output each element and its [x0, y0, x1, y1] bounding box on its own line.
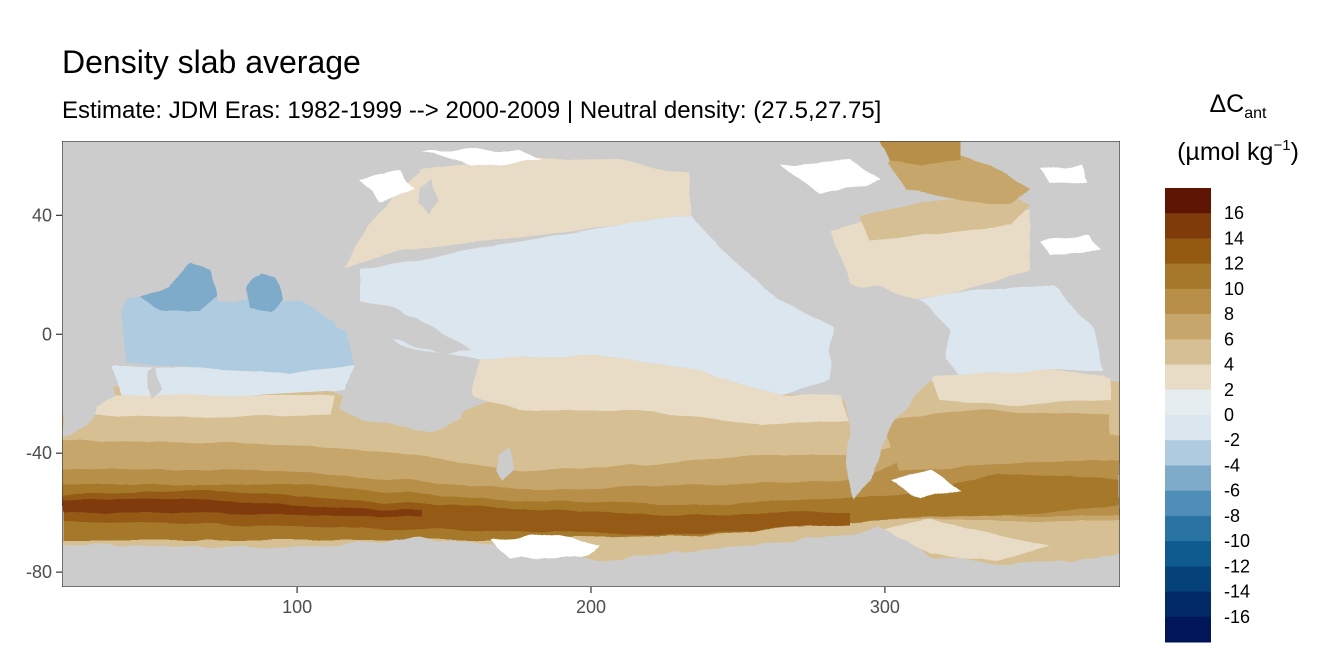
- weddell-margin: [880, 520, 1050, 560]
- legend-tick-label: 16: [1224, 203, 1244, 223]
- legend-swatch: [1165, 515, 1211, 542]
- legend-title: ΔCant: [1209, 90, 1267, 122]
- y-tick-label: 0: [42, 324, 52, 344]
- legend-swatch: [1165, 415, 1211, 441]
- legend-swatch: [1165, 490, 1211, 517]
- legend-tick-label: -8: [1224, 506, 1240, 526]
- missing-arctic: [420, 150, 540, 165]
- legend-tick-label: -12: [1224, 556, 1250, 576]
- legend-tick-label: 4: [1224, 355, 1234, 375]
- legend-swatch: [1165, 288, 1211, 315]
- land-madagascar: [146, 368, 160, 400]
- missing-weddell: [890, 470, 960, 500]
- legend-tick-label: 10: [1224, 279, 1244, 299]
- legend-tick-label: 6: [1224, 329, 1234, 349]
- equatorial-atlantic: [910, 285, 1110, 375]
- missing-baltic: [1040, 165, 1090, 185]
- south-atlantic-band: [880, 410, 1110, 470]
- legend-tick-label: 12: [1224, 254, 1244, 274]
- land-maritime-continent: [330, 300, 470, 355]
- legend-swatch: [1165, 238, 1211, 265]
- legend-colorbar: 16 14 12 10 8 6 4 2 0 -2 -4 -6 -8 -10 -12 -14 -16: [1165, 188, 1250, 643]
- legend: ΔCant (µmol kg−1) 16 14 12 10 8 6 4 2 0 -2 -4 -6 -8 -…: [1165, 90, 1299, 643]
- missing-mediterranean: [1040, 235, 1100, 255]
- tropical-pacific: [360, 215, 840, 395]
- legend-swatch: [1165, 263, 1211, 290]
- legend-swatch: [1165, 213, 1211, 239]
- legend-swatch: [1165, 465, 1211, 492]
- land-africa-south: [62, 360, 115, 415]
- legend-tick-label: -10: [1224, 531, 1250, 551]
- north-atlantic-band: [860, 195, 1030, 240]
- land-afro-eurasia: [62, 141, 420, 440]
- map-panel: [62, 141, 1120, 587]
- southern-ocean-max: [62, 490, 850, 535]
- land-central-america: [790, 260, 840, 300]
- x-tick-label: 200: [576, 597, 606, 617]
- chart-title: Density slab average: [62, 44, 361, 80]
- legend-swatch: [1165, 541, 1211, 567]
- x-tick-label: 100: [282, 597, 312, 617]
- land-japan: [418, 180, 440, 215]
- legend-swatch: [1165, 566, 1211, 593]
- missing-north-pacific: [360, 170, 415, 200]
- arabian-sea: [140, 262, 218, 310]
- missing-ross-sea: [490, 535, 600, 560]
- chart-subtitle: Estimate: JDM Eras: 1982-1999 --> 2000-2…: [62, 97, 881, 124]
- legend-tick-label: -14: [1224, 582, 1250, 602]
- land-new-zealand: [498, 448, 515, 480]
- legend-tick-label: -4: [1224, 455, 1240, 475]
- south-pacific-subtropics: [470, 355, 850, 425]
- legend-swatch: [1165, 339, 1211, 366]
- south-atlantic-subtropics: [930, 370, 1110, 405]
- land-south-america: [830, 285, 950, 500]
- legend-swatch: [1165, 389, 1211, 416]
- legend-unit: (µmol kg−1): [1177, 137, 1299, 166]
- legend-tick-label: 2: [1224, 380, 1234, 400]
- legend-swatch: [1165, 314, 1211, 340]
- south-indian-subtropics: [110, 365, 355, 395]
- south-indian-band: [95, 395, 335, 418]
- ocean-field: [62, 141, 1120, 570]
- legend-tick-label: -2: [1224, 430, 1240, 450]
- y-tick-label: 40: [32, 205, 52, 225]
- missing-data: [360, 150, 1100, 560]
- north-pacific: [330, 158, 690, 270]
- bay-of-bengal: [245, 272, 282, 312]
- legend-swatch: [1165, 591, 1211, 618]
- land-antarctica: [62, 528, 1120, 587]
- legend-tick-label: 14: [1224, 228, 1244, 248]
- legend-swatch: [1165, 364, 1211, 391]
- legend-tick-label: -16: [1224, 607, 1250, 627]
- legend-tick-label: 8: [1224, 304, 1234, 324]
- legend-swatch: [1165, 616, 1211, 643]
- legend-swatch: [1165, 188, 1211, 214]
- y-tick-label: -80: [26, 562, 52, 582]
- legend-tick-label: 0: [1224, 405, 1234, 425]
- legend-swatch: [1165, 440, 1211, 466]
- x-tick-label: 300: [870, 597, 900, 617]
- y-tick-label: -40: [26, 443, 52, 463]
- land-australia: [340, 358, 475, 432]
- indian-ocean-equatorial: [120, 295, 355, 372]
- southern-ocean-peak: [62, 498, 420, 516]
- nordic-seas: [880, 141, 960, 165]
- legend-tick-label: -6: [1224, 481, 1240, 501]
- missing-hudson: [780, 160, 880, 195]
